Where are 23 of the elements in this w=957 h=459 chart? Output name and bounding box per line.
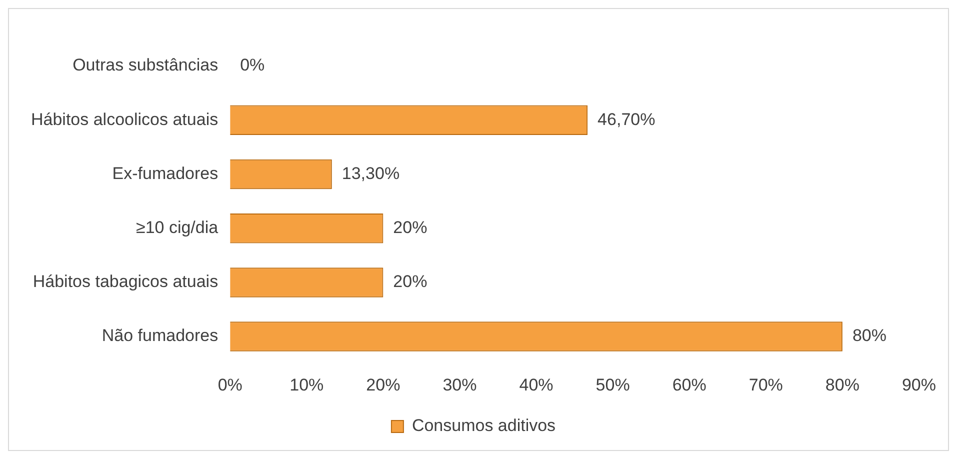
x-tick-label: 20% — [366, 375, 400, 394]
data-label: 20% — [393, 218, 428, 238]
y-tick-label: Não fumadores — [102, 326, 218, 346]
data-label: 0% — [240, 56, 265, 75]
x-tick-label: 80% — [825, 375, 860, 394]
y-tick-label: Hábitos alcoolicos atuais — [30, 110, 218, 129]
x-tick-label: 90% — [902, 375, 936, 394]
y-tick-label: Hábitos tabagicos atuais — [32, 272, 218, 292]
y-tick-label: Outras substâncias — [72, 56, 218, 75]
x-tick-label: 70% — [748, 375, 783, 394]
data-label: 13,30% — [342, 164, 400, 183]
x-tick-label: 0% — [218, 375, 242, 394]
x-tick-label: 10% — [290, 375, 324, 394]
x-tick-label: 30% — [442, 375, 477, 394]
x-tick-label: 50% — [596, 375, 630, 394]
x-tick-label: 60% — [672, 375, 706, 394]
data-label: 46,70% — [598, 110, 656, 129]
legend-label: Consumos aditivos — [412, 416, 556, 436]
data-label: 80% — [852, 326, 886, 346]
y-tick-label: Ex-fumadores — [112, 164, 218, 183]
y-tick-label: ≥10 cig/dia — [136, 218, 219, 238]
x-tick-label: 40% — [519, 375, 554, 394]
data-label: 20% — [393, 272, 428, 292]
